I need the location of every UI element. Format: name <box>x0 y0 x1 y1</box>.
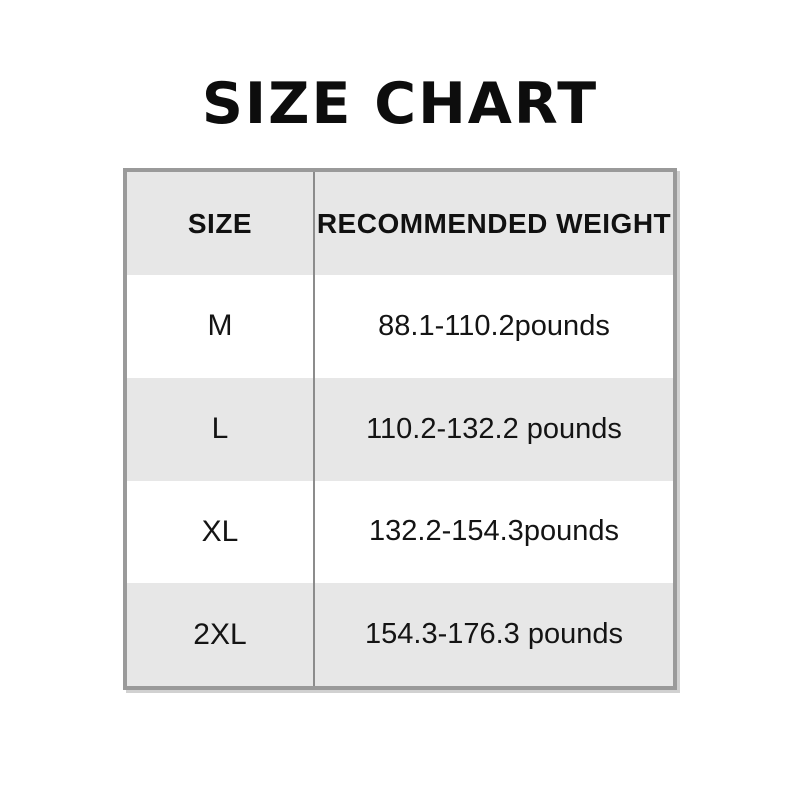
table-header-row: SIZE RECOMMENDED WEIGHT <box>127 172 673 275</box>
weight-cell-xl: 132.2-154.3pounds <box>369 515 619 548</box>
header-cell-size: SIZE <box>127 172 315 275</box>
header-cell-recommended-weight: RECOMMENDED WEIGHT <box>316 207 672 239</box>
weight-cell-2xl: 154.3-176.3 pounds <box>365 618 623 651</box>
table-row: 2XL 154.3-176.3 pounds <box>127 583 673 686</box>
page-title: SIZE CHART <box>201 71 599 137</box>
size-cell-xl: XL <box>127 480 315 584</box>
table-row: XL 132.2-154.3pounds <box>127 480 673 584</box>
size-cell-m: M <box>127 275 315 378</box>
size-cell-l: L <box>127 377 315 481</box>
size-cell-2xl: 2XL <box>127 583 315 686</box>
weight-cell-m: 88.1-110.2pounds <box>378 309 610 342</box>
table-row: L 110.2-132.2 pounds <box>127 377 673 481</box>
table-row: M 88.1-110.2pounds <box>127 275 673 378</box>
size-table: SIZE RECOMMENDED WEIGHT M 88.1-110.2poun… <box>123 168 677 690</box>
weight-cell-l: 110.2-132.2 pounds <box>366 412 622 445</box>
